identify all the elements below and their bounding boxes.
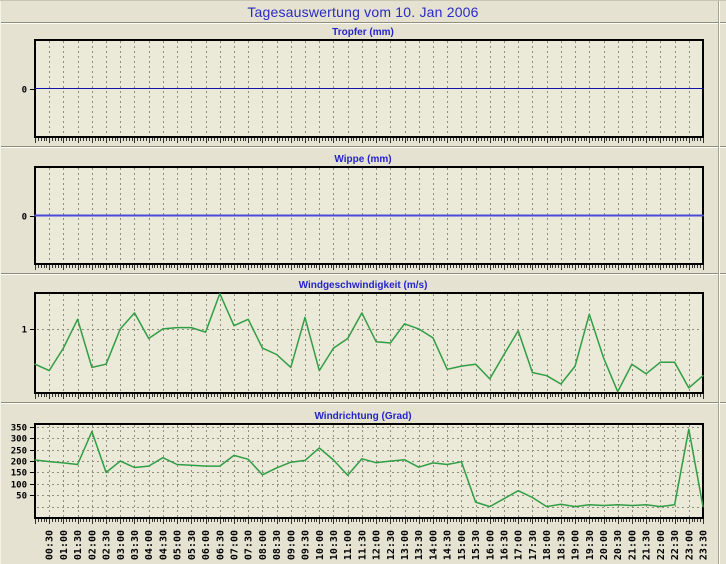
- x-tick-label: 19:00: [571, 530, 582, 560]
- windrichtung-ytick-label: 100: [11, 481, 27, 491]
- chart-title-row: Tropfer (mm): [0, 24, 726, 39]
- x-tick-label: 05:30: [187, 530, 198, 560]
- chart-title-row: Wippe (mm): [0, 148, 726, 166]
- x-tick-label: 05:00: [173, 530, 184, 560]
- page-title: Tagesauswertung vom 10. Jan 2006: [247, 3, 479, 20]
- x-tick-label: 09:30: [301, 530, 312, 560]
- chart-title-row: Windrichtung (Grad): [0, 404, 726, 423]
- panel-wippe: Wippe (mm) 0: [0, 148, 726, 273]
- tropfer-ytick-label: 0: [22, 86, 27, 96]
- x-tick-label: 00:30: [45, 530, 56, 560]
- x-tick-label: 11:30: [357, 530, 368, 560]
- wippe-chart: 0: [22, 166, 704, 270]
- x-tick-label: 10:30: [329, 530, 340, 560]
- windrichtung-title: Windrichtung (Grad): [314, 411, 412, 422]
- x-tick-label: 08:30: [272, 530, 283, 560]
- x-tick-label: 15:30: [471, 530, 482, 560]
- x-tick-label: 20:30: [613, 530, 624, 560]
- wippe-title: Wippe (mm): [334, 154, 392, 165]
- wippe-ytick-label: 0: [22, 213, 27, 223]
- frame-left-edge: [0, 1, 1, 564]
- x-tick-label: 14:30: [443, 530, 454, 560]
- x-tick-label: 21:00: [627, 530, 638, 560]
- x-tick-label: 03:30: [130, 530, 141, 560]
- x-tick-label: 17:00: [514, 530, 525, 560]
- windrichtung-ytick-label: 50: [16, 492, 27, 502]
- chart-panels: Tropfer (mm) 0 Wippe (mm) 0 Windgeschwindigk…: [0, 24, 726, 564]
- windgeschwindigkeit-ytick-label: 1: [22, 326, 27, 336]
- tropfer-title: Tropfer (mm): [332, 27, 394, 38]
- windrichtung-ytick-label: 350: [11, 424, 27, 434]
- panel-divider: [0, 273, 726, 275]
- windrichtung-ytick-label: 300: [11, 435, 27, 445]
- x-tick-label: 08:00: [258, 530, 269, 560]
- x-tick-label: 18:00: [542, 530, 553, 560]
- x-tick-label: 22:00: [656, 530, 667, 560]
- panel-tropfer: Tropfer (mm) 0: [0, 24, 726, 146]
- x-tick-label: 19:30: [585, 530, 596, 560]
- x-axis-labels: 00:30 01:00 01:30 02:00 02:30 03:00 03:30 04:00…: [45, 530, 710, 560]
- x-tick-label: 09:00: [286, 530, 297, 560]
- x-tick-label: 01:00: [59, 530, 70, 560]
- chart-title-row: Windgeschwindigkeit (m/s): [0, 275, 726, 292]
- x-tick-label: 16:00: [485, 530, 496, 560]
- x-tick-label: 21:30: [642, 530, 653, 560]
- x-tick-label: 13:00: [400, 530, 411, 560]
- x-tick-label: 03:00: [116, 530, 127, 560]
- x-tick-label: 06:00: [201, 530, 212, 560]
- windrichtung-ytick-label: 200: [11, 458, 27, 468]
- windgeschwindigkeit-chart: 1: [22, 292, 704, 399]
- frame-right-edge: [718, 1, 720, 564]
- x-tick-label: 11:00: [343, 530, 354, 560]
- x-tick-label: 22:30: [670, 530, 681, 560]
- x-tick-label: 20:00: [599, 530, 610, 560]
- x-tick-label: 16:30: [500, 530, 511, 560]
- x-tick-label: 02:00: [87, 530, 98, 560]
- x-tick-label: 07:00: [229, 530, 240, 560]
- x-tick-label: 04:30: [158, 530, 169, 560]
- x-tick-label: 14:00: [428, 530, 439, 560]
- windgeschwindigkeit-title: Windgeschwindigkeit (m/s): [298, 280, 428, 291]
- windrichtung-ytick-label: 250: [11, 447, 27, 457]
- x-tick-label: 06:30: [215, 530, 226, 560]
- panel-divider: [0, 146, 726, 148]
- x-tick-label: 12:30: [386, 530, 397, 560]
- x-tick-label: 13:30: [414, 530, 425, 560]
- windrichtung-ytick-label: 150: [11, 469, 27, 479]
- x-tick-label: 17:30: [528, 530, 539, 560]
- report-header: Tagesauswertung vom 10. Jan 2006: [0, 1, 726, 22]
- x-tick-label: 23:00: [684, 530, 695, 560]
- x-tick-label: 01:30: [73, 530, 84, 560]
- x-tick-label: 07:30: [244, 530, 255, 560]
- panel-windrichtung: Windrichtung (Grad) 350 300 250 200 150 100 50 0…: [0, 404, 726, 564]
- x-tick-label: 04:00: [144, 530, 155, 560]
- panel-windgeschwindigkeit: Windgeschwindigkeit (m/s) 1: [0, 275, 726, 402]
- x-tick-label: 10:00: [315, 530, 326, 560]
- x-tick-label: 23:30: [699, 530, 710, 560]
- x-tick-label: 18:30: [556, 530, 567, 560]
- panel-divider: [0, 402, 726, 404]
- tropfer-chart: 0: [22, 39, 704, 143]
- x-tick-label: 12:00: [372, 530, 383, 560]
- panel-divider: [0, 22, 726, 24]
- x-tick-label: 02:30: [102, 530, 113, 560]
- x-tick-label: 15:00: [457, 530, 468, 560]
